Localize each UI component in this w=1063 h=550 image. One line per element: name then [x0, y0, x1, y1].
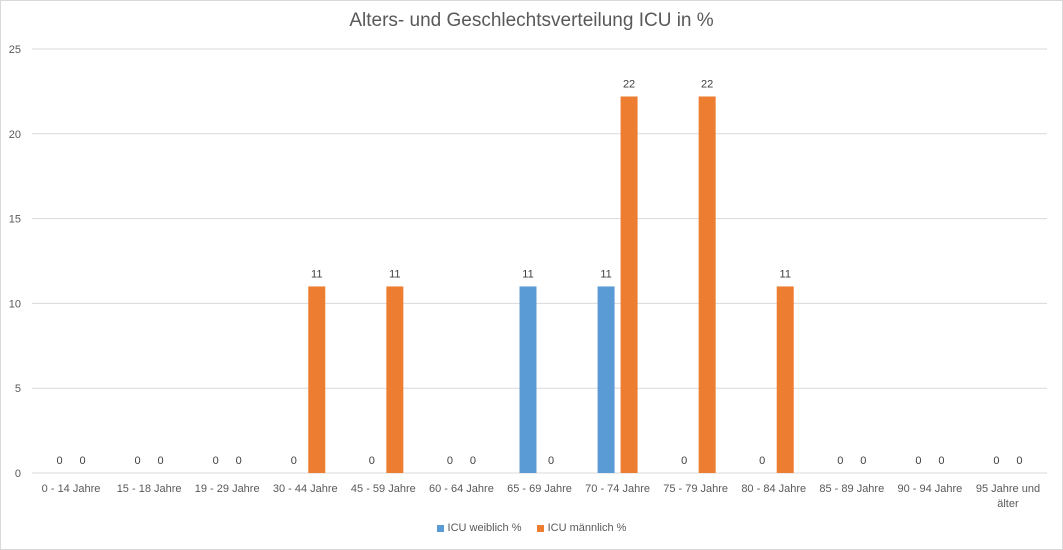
- y-tick-label: 10: [9, 298, 21, 310]
- data-label: 0: [56, 455, 62, 467]
- bar: [386, 286, 404, 473]
- x-tick-label: 75 - 79 Jahre: [663, 483, 728, 495]
- data-label: 0: [135, 455, 141, 467]
- x-tick-label: 65 - 69 Jahre: [507, 483, 572, 495]
- x-tick-label: 45 - 59 Jahre: [351, 483, 416, 495]
- x-tick-label: 70 - 74 Jahre: [585, 483, 650, 495]
- data-label: 11: [389, 268, 400, 280]
- x-tick-label: älter: [997, 498, 1019, 510]
- data-label: 0: [236, 455, 242, 467]
- y-tick-label: 5: [15, 383, 21, 395]
- y-tick-label: 25: [9, 44, 21, 56]
- data-label: 11: [600, 268, 611, 280]
- data-label: 11: [522, 268, 533, 280]
- x-tick-label: 90 - 94 Jahre: [897, 483, 962, 495]
- data-label: 0: [447, 455, 453, 467]
- legend-label-weiblich: ICU weiblich %: [447, 522, 522, 534]
- data-label: 0: [681, 455, 687, 467]
- data-label: 0: [470, 455, 476, 467]
- legend-swatch-weiblich: [436, 524, 444, 532]
- x-tick-label: 0 - 14 Jahre: [42, 483, 101, 495]
- legend-swatch-maennlich: [536, 524, 544, 532]
- bar: [698, 96, 716, 473]
- data-label: 0: [213, 455, 219, 467]
- data-label: 0: [915, 455, 921, 467]
- data-label: 0: [548, 455, 554, 467]
- bar: [519, 286, 537, 473]
- legend-label-maennlich: ICU männlich %: [547, 522, 627, 534]
- data-label: 0: [860, 455, 866, 467]
- x-tick-label: 15 - 18 Jahre: [117, 483, 182, 495]
- data-label: 0: [291, 455, 297, 467]
- y-tick-label: 15: [9, 214, 21, 226]
- legend-item-weiblich: ICU weiblich %: [436, 522, 522, 534]
- bar: [308, 286, 326, 473]
- data-label: 0: [938, 455, 944, 467]
- legend: ICU weiblich % ICU männlich %: [0, 522, 1063, 535]
- data-label: 22: [701, 78, 713, 90]
- data-label: 11: [780, 268, 791, 280]
- data-label: 0: [369, 455, 375, 467]
- data-label: 0: [1016, 455, 1022, 467]
- chart-title: Alters- und Geschlechtsverteilung ICU in…: [349, 10, 714, 31]
- data-label: 0: [158, 455, 164, 467]
- data-label: 22: [623, 78, 635, 90]
- y-tick-label: 20: [9, 129, 21, 141]
- bar: [620, 96, 638, 473]
- data-label: 0: [79, 455, 85, 467]
- data-label: 0: [759, 455, 765, 467]
- x-tick-label: 85 - 89 Jahre: [819, 483, 884, 495]
- x-tick-label: 60 - 64 Jahre: [429, 483, 494, 495]
- bar: [597, 286, 615, 473]
- x-tick-label: 95 Jahre und: [976, 483, 1040, 495]
- x-tick-label: 80 - 84 Jahre: [741, 483, 806, 495]
- data-label: 0: [993, 455, 999, 467]
- x-tick-label: 30 - 44 Jahre: [273, 483, 338, 495]
- data-label: 0: [837, 455, 843, 467]
- bar: [776, 286, 794, 473]
- y-tick-label: 0: [15, 468, 21, 480]
- legend-item-maennlich: ICU männlich %: [536, 522, 627, 534]
- data-label: 11: [311, 268, 322, 280]
- x-tick-label: 19 - 29 Jahre: [195, 483, 260, 495]
